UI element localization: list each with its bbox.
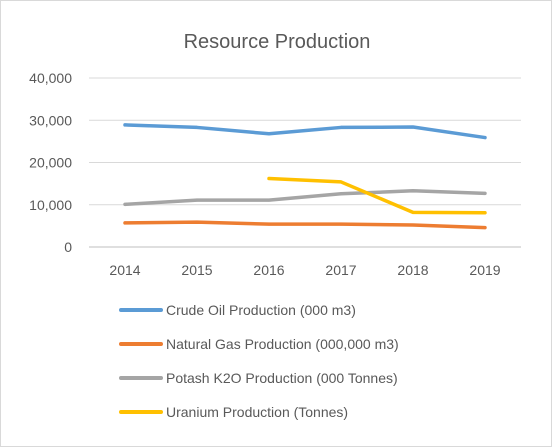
y-axis-ticks: 0 10,000 20,000 30,000 40,000 (29, 70, 72, 255)
data-point (339, 192, 343, 196)
chart-title: Resource Production (184, 31, 371, 53)
y-tick-label: 40,000 (29, 70, 72, 86)
gridlines (89, 77, 521, 248)
data-point (483, 191, 487, 195)
legend-label: Natural Gas Production (000,000 m3) (166, 336, 399, 352)
x-axis-ticks: 2014 2015 2016 2017 2018 2019 (109, 262, 500, 278)
data-point (195, 125, 199, 129)
data-point (267, 132, 271, 136)
data-point (123, 221, 127, 225)
data-point (483, 136, 487, 140)
y-tick-label: 30,000 (29, 112, 72, 128)
data-point (195, 198, 199, 202)
data-point (411, 210, 415, 214)
series-lines (123, 123, 487, 230)
series-line-4 (267, 176, 487, 215)
x-tick-label: 2017 (325, 262, 356, 278)
data-point (483, 226, 487, 230)
legend: Crude Oil Production (000 m3) Natural Gas… (119, 302, 399, 420)
data-point (339, 180, 343, 184)
data-point (195, 220, 199, 224)
x-tick-label: 2016 (253, 262, 284, 278)
data-point (411, 125, 415, 129)
data-point (483, 211, 487, 215)
y-tick-label: 10,000 (29, 197, 72, 213)
data-point (411, 223, 415, 227)
data-point (123, 202, 127, 206)
series-line-2 (123, 220, 487, 230)
x-tick-label: 2014 (109, 262, 140, 278)
legend-label: Crude Oil Production (000 m3) (166, 302, 356, 318)
data-point (267, 177, 271, 181)
data-point (339, 222, 343, 226)
x-tick-label: 2018 (397, 262, 428, 278)
data-point (267, 222, 271, 226)
x-tick-label: 2015 (181, 262, 212, 278)
data-point (411, 189, 415, 193)
data-point (123, 123, 127, 127)
y-tick-label: 0 (64, 239, 72, 255)
series-line-3 (123, 189, 487, 207)
legend-label: Uranium Production (Tonnes) (166, 404, 348, 420)
data-point (267, 198, 271, 202)
legend-label: Potash K2O Production (000 Tonnes) (166, 370, 398, 386)
data-point (339, 125, 343, 129)
y-tick-label: 20,000 (29, 155, 72, 171)
x-tick-label: 2019 (469, 262, 500, 278)
series-line-1 (123, 123, 487, 140)
